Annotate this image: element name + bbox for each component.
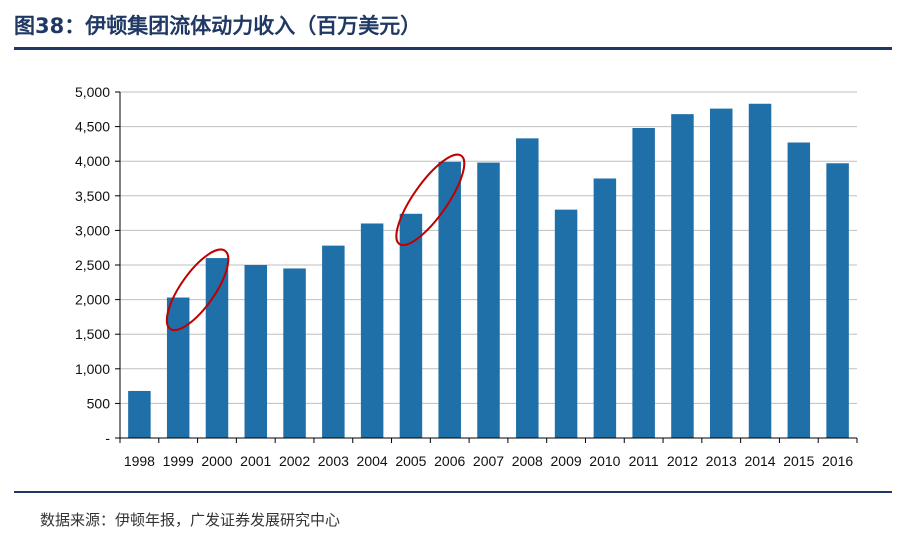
y-tick-label: 3,500 <box>75 188 110 204</box>
bar-2003 <box>322 245 345 438</box>
bar-2001 <box>244 265 268 438</box>
bar-2000 <box>205 258 229 438</box>
x-tick-label: 2003 <box>318 453 349 469</box>
y-tick-label: 3,000 <box>75 222 110 238</box>
x-tick-label: 2016 <box>822 453 853 469</box>
bar-1999 <box>166 297 190 438</box>
highlight-ellipse <box>165 248 230 332</box>
bar-chart: - 500 1,000 1,500 2,000 2,500 3,000 3,500 4,000 4… <box>75 84 858 469</box>
y-tick-label: 4,500 <box>75 119 110 135</box>
bar-2002 <box>283 268 306 438</box>
y-tick-label: 2,000 <box>75 292 110 308</box>
y-tick-label: 500 <box>87 395 111 411</box>
x-tick-label: 2012 <box>667 453 698 469</box>
x-tick-label: 1999 <box>163 453 194 469</box>
x-tick-label: 2013 <box>706 453 737 469</box>
highlight-ellipse <box>395 153 466 247</box>
bar-2013 <box>709 108 733 438</box>
bar-2014 <box>748 103 772 438</box>
bar-2006 <box>438 161 461 438</box>
title-divider <box>14 47 892 50</box>
x-tick-label: 2008 <box>512 453 543 469</box>
bar-2004 <box>360 223 384 438</box>
x-tick-label: 2000 <box>201 453 232 469</box>
y-tick-label: 2,500 <box>75 257 110 273</box>
x-tick-label: 1998 <box>124 453 155 469</box>
y-tick-label: 1,500 <box>75 326 110 342</box>
x-tick-label: 2006 <box>434 453 465 469</box>
bar-2008 <box>516 138 539 438</box>
bar-2009 <box>554 209 578 438</box>
bars <box>128 103 849 439</box>
y-tick-label: 1,000 <box>75 361 110 377</box>
annotations <box>165 153 466 332</box>
axes <box>115 91 858 443</box>
bar-2005 <box>399 213 423 438</box>
bottom-divider <box>14 491 892 493</box>
bar-1998 <box>128 390 151 438</box>
chart-title: 图38：伊顿集团流体动力收入（百万美元） <box>14 14 422 38</box>
bar-2012 <box>671 114 694 439</box>
bar-2007 <box>477 162 500 439</box>
x-tick-label: 2009 <box>551 453 582 469</box>
x-tick-label: 2007 <box>473 453 504 469</box>
bar-2016 <box>826 163 849 438</box>
bar-2011 <box>632 127 655 438</box>
x-tick-label: 2004 <box>357 453 388 469</box>
x-tick-label: 2010 <box>589 453 620 469</box>
x-tick-label: 2005 <box>395 453 426 469</box>
y-tick-label: - <box>105 430 110 446</box>
x-tick-label: 2002 <box>279 453 310 469</box>
x-tick-label: 2014 <box>744 453 775 469</box>
bar-2015 <box>787 142 811 439</box>
y-tick-label: 4,000 <box>75 153 110 169</box>
x-tick-labels: 1998 1999 2000 2001 2002 2003 2004 2005 2006 2007… <box>124 453 854 469</box>
source-note: 数据来源：伊顿年报，广发证券发展研究中心 <box>40 511 341 529</box>
x-tick-label: 2001 <box>240 453 271 469</box>
y-tick-labels: - 500 1,000 1,500 2,000 2,500 3,000 3,500 4,000 4… <box>75 84 110 446</box>
x-tick-label: 2011 <box>629 453 659 469</box>
bar-2010 <box>593 178 617 438</box>
x-tick-label: 2015 <box>783 453 814 469</box>
y-tick-label: 5,000 <box>75 84 110 100</box>
